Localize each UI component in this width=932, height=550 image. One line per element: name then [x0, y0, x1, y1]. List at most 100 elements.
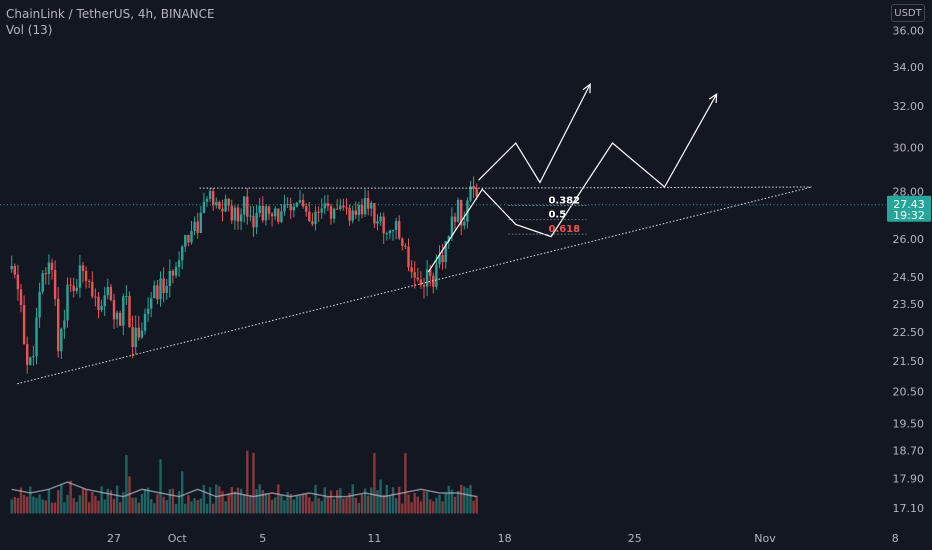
candle-body — [385, 233, 388, 235]
candle-body — [292, 206, 295, 211]
candle-body — [60, 328, 63, 352]
candle-body — [115, 312, 119, 320]
candle-body — [416, 277, 419, 280]
candle-body — [41, 273, 44, 292]
candle-body — [38, 291, 41, 318]
volume-bar — [348, 492, 351, 514]
candle-body — [72, 285, 75, 291]
candle-body — [450, 216, 454, 237]
candle-body — [298, 200, 302, 203]
candle-body — [388, 230, 392, 234]
candle-body — [261, 205, 264, 221]
candle-body — [16, 274, 20, 290]
candle-body — [453, 216, 457, 222]
candle-body — [94, 296, 97, 298]
candle-body — [283, 204, 286, 212]
candle-body — [26, 344, 29, 365]
volume-bar — [243, 494, 246, 514]
volume-bar — [345, 497, 348, 514]
volume-bar — [373, 453, 376, 514]
volume-bar — [181, 471, 184, 514]
volume-bar — [215, 484, 218, 514]
volume-bar — [326, 496, 330, 514]
volume-bar — [447, 485, 450, 514]
candle-body — [360, 204, 364, 215]
candle-body — [463, 221, 466, 226]
candle-body — [202, 201, 206, 213]
candle-body — [230, 205, 233, 221]
candle-body — [376, 221, 379, 224]
volume-bar — [261, 490, 264, 514]
candle-body — [190, 231, 193, 243]
candle-body — [367, 198, 370, 209]
candle-body — [10, 265, 13, 270]
candle-body — [429, 269, 432, 276]
volume-bar — [416, 496, 419, 514]
volume-bar — [153, 503, 156, 514]
volume-bar — [78, 495, 82, 514]
volume-bar — [187, 495, 190, 514]
candle-body — [224, 198, 227, 212]
volume-bar — [140, 493, 144, 514]
volume-bar — [407, 494, 410, 514]
volume-bar — [84, 489, 88, 514]
volume-bar — [475, 495, 478, 514]
candle-body — [342, 205, 345, 208]
candle-body — [438, 255, 441, 265]
candle-body — [249, 215, 252, 217]
candle-body — [103, 295, 106, 307]
volume-bar — [212, 503, 215, 514]
volume-bar — [143, 489, 147, 514]
candle-body — [196, 221, 199, 233]
candle-body — [267, 206, 271, 214]
volume-bar — [97, 500, 100, 514]
volume-label: Vol (13) — [6, 23, 53, 37]
candle-body — [227, 198, 230, 206]
candle-body — [419, 279, 423, 286]
candle-body — [308, 211, 311, 222]
volume-bar — [218, 486, 221, 514]
candle-body — [57, 298, 60, 352]
candle-body — [339, 205, 342, 209]
candle-body — [193, 221, 196, 232]
volume-bar — [63, 502, 66, 514]
volume-bar — [339, 488, 342, 514]
candle-body — [264, 206, 268, 221]
candle-body — [128, 296, 131, 328]
volume-bar — [295, 495, 299, 514]
candle-body — [255, 212, 258, 228]
candle-body — [246, 196, 249, 217]
volume-bar — [444, 493, 447, 514]
volume-bar — [199, 498, 202, 514]
currency-button[interactable]: USDT — [891, 4, 925, 22]
candle-body — [422, 285, 426, 287]
volume-bar — [401, 503, 404, 514]
candle-body — [277, 208, 280, 222]
volume-bar — [413, 492, 416, 514]
candle-body — [432, 275, 435, 287]
volume-bar — [277, 484, 280, 514]
volume-bar — [91, 491, 94, 514]
candle-body — [32, 356, 35, 358]
candle-body — [252, 215, 255, 228]
projection-arrowhead — [582, 83, 591, 94]
candle-body — [472, 186, 475, 189]
candle-body — [314, 211, 317, 225]
y-tick-label: 26.00 — [893, 233, 925, 246]
volume-bar — [305, 493, 308, 514]
volume-bar — [236, 487, 240, 514]
volume-bar — [308, 497, 311, 514]
candle-body — [109, 286, 113, 301]
volume-bar — [41, 499, 44, 514]
volume-bar — [171, 488, 175, 514]
candle-body — [47, 262, 51, 274]
candle-body — [413, 272, 416, 278]
volume-bar — [202, 485, 206, 514]
volume-bar — [367, 495, 370, 514]
volume-bar — [81, 488, 85, 514]
candle-body — [88, 280, 91, 282]
volume-bar — [109, 490, 113, 514]
candle-body — [143, 313, 147, 331]
volume-bar — [29, 486, 32, 514]
